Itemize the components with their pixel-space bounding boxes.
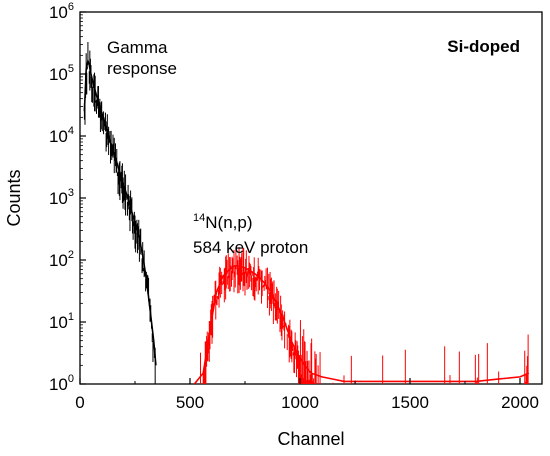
y-tick-label: 104 bbox=[49, 125, 74, 146]
noise-layer bbox=[83, 42, 529, 384]
y-tick-label: 102 bbox=[49, 249, 74, 270]
proton-annotation-line1: 14N(n,p) bbox=[193, 212, 252, 232]
proton-annotation-text: N(n,p) bbox=[205, 213, 252, 232]
y-axis-title: Counts bbox=[4, 169, 24, 226]
y-tick-label: 105 bbox=[49, 63, 74, 84]
proton-annotation-superscript: 14 bbox=[193, 212, 205, 224]
y-ticks: 100 101 102 103 104 105 106 bbox=[49, 1, 86, 394]
series-layer bbox=[83, 58, 530, 384]
y-tick-label: 101 bbox=[49, 311, 74, 332]
x-tick-label: 1500 bbox=[391, 393, 429, 412]
proton-annotation-line2: 584 keV proton bbox=[193, 238, 308, 257]
x-axis-title: Channel bbox=[277, 429, 344, 449]
y-tick-label: 103 bbox=[49, 187, 74, 208]
sample-label: Si-doped bbox=[447, 37, 520, 56]
x-ticks: 0 500 1000 1500 2000 bbox=[75, 378, 539, 412]
x-tick-label: 1000 bbox=[281, 393, 319, 412]
x-tick-label: 500 bbox=[176, 393, 204, 412]
y-tick-label: 100 bbox=[49, 373, 74, 394]
x-tick-label: 2000 bbox=[501, 393, 539, 412]
x-tick-label: 0 bbox=[75, 393, 84, 412]
gamma-annotation-line2: response bbox=[107, 59, 177, 78]
gamma-annotation-line1: Gamma bbox=[107, 38, 168, 57]
y-tick-label: 106 bbox=[49, 1, 74, 22]
